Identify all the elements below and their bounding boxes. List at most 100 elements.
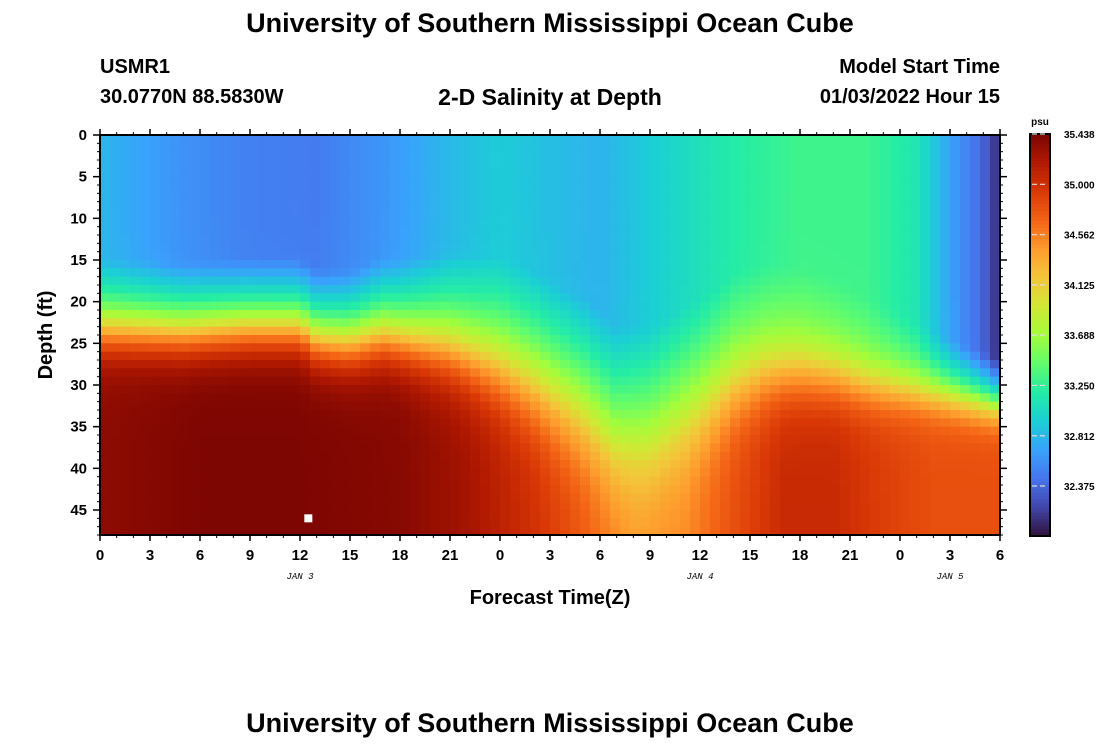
heatmap-cell bbox=[680, 376, 691, 386]
heatmap-cell bbox=[640, 510, 651, 519]
heatmap-cell bbox=[840, 310, 851, 319]
heatmap-cell bbox=[460, 318, 471, 328]
heatmap-cell bbox=[110, 443, 121, 453]
heatmap-cell bbox=[250, 301, 261, 311]
heatmap-cell bbox=[540, 435, 551, 444]
heatmap-cell bbox=[150, 393, 161, 403]
heatmap-cell bbox=[640, 176, 651, 186]
heatmap-cell bbox=[110, 310, 121, 319]
heatmap-cell bbox=[860, 201, 871, 211]
x-tick-label: 0 bbox=[496, 547, 504, 564]
heatmap-cell bbox=[780, 426, 791, 436]
heatmap-cell bbox=[420, 451, 431, 461]
heatmap-cell bbox=[290, 226, 301, 236]
heatmap-cell bbox=[260, 260, 271, 269]
heatmap-cell bbox=[810, 151, 821, 161]
heatmap-cell bbox=[350, 135, 361, 144]
heatmap-cell bbox=[600, 201, 611, 211]
heatmap-cell bbox=[490, 410, 501, 419]
heatmap-cell bbox=[310, 260, 321, 269]
heatmap-cell bbox=[640, 201, 651, 211]
heatmap-cell bbox=[330, 285, 341, 294]
heatmap-cell bbox=[230, 451, 241, 461]
heatmap-cell bbox=[950, 218, 961, 228]
heatmap-cell bbox=[100, 501, 111, 511]
heatmap-cell bbox=[760, 168, 771, 178]
heatmap-cell bbox=[310, 476, 321, 486]
heatmap-cell bbox=[690, 360, 701, 369]
heatmap-cell bbox=[910, 410, 921, 419]
heatmap-cell bbox=[930, 343, 941, 353]
heatmap-cell bbox=[910, 301, 921, 311]
heatmap-cell bbox=[420, 510, 431, 519]
heatmap-cell bbox=[840, 135, 851, 144]
colorbar-segment bbox=[1030, 402, 1050, 406]
x-tick-label: 0 bbox=[896, 547, 904, 564]
heatmap-cell bbox=[850, 251, 861, 261]
heatmap-cell bbox=[820, 476, 831, 486]
heatmap-cell bbox=[900, 401, 911, 411]
heatmap-cell bbox=[420, 468, 431, 478]
heatmap-cell bbox=[870, 326, 881, 336]
heatmap-cell bbox=[730, 343, 741, 353]
heatmap-cell bbox=[880, 293, 891, 303]
heatmap-cell bbox=[170, 301, 181, 311]
heatmap-cell bbox=[850, 226, 861, 236]
heatmap-cell bbox=[790, 451, 801, 461]
heatmap-cell bbox=[790, 418, 801, 428]
heatmap-cell bbox=[850, 268, 861, 278]
heatmap-cell bbox=[840, 243, 851, 253]
heatmap-cell bbox=[360, 343, 371, 353]
heatmap-cell bbox=[970, 160, 981, 169]
heatmap-cell bbox=[230, 501, 241, 511]
heatmap-cell bbox=[220, 510, 231, 519]
heatmap-cell bbox=[780, 418, 791, 428]
heatmap-cell bbox=[390, 343, 401, 353]
heatmap-cell bbox=[790, 218, 801, 228]
heatmap-cell bbox=[500, 326, 511, 336]
heatmap-cell bbox=[870, 460, 881, 469]
heatmap-cell bbox=[340, 326, 351, 336]
heatmap-cell bbox=[950, 410, 961, 419]
heatmap-cell bbox=[760, 210, 771, 219]
heatmap-cell bbox=[340, 268, 351, 278]
colorbar-segment bbox=[1030, 197, 1050, 202]
heatmap-cell bbox=[760, 293, 771, 303]
heatmap-cell bbox=[880, 435, 891, 444]
heatmap-cell bbox=[660, 510, 671, 519]
heatmap-cell bbox=[890, 285, 901, 294]
heatmap-cell bbox=[890, 310, 901, 319]
heatmap-cell bbox=[670, 176, 681, 186]
heatmap-cell bbox=[700, 168, 711, 178]
heatmap-cell bbox=[500, 460, 511, 469]
heatmap-cell bbox=[450, 235, 461, 244]
heatmap-cell bbox=[960, 451, 971, 461]
heatmap-cell bbox=[540, 401, 551, 411]
heatmap-cell bbox=[850, 301, 861, 311]
heatmap-cell bbox=[360, 451, 371, 461]
heatmap-cell bbox=[870, 243, 881, 253]
heatmap-cell bbox=[140, 501, 151, 511]
heatmap-cell bbox=[470, 510, 481, 519]
heatmap-cell bbox=[820, 285, 831, 294]
heatmap-cell bbox=[250, 243, 261, 253]
heatmap-cell bbox=[460, 201, 471, 211]
heatmap-cell bbox=[990, 468, 1001, 478]
heatmap-cell bbox=[230, 460, 241, 469]
heatmap-cell bbox=[250, 310, 261, 319]
heatmap-cell bbox=[600, 485, 611, 494]
heatmap-cell bbox=[420, 426, 431, 436]
heatmap-cell bbox=[770, 260, 781, 269]
heatmap-cell bbox=[240, 376, 251, 386]
heatmap-cell bbox=[590, 135, 601, 144]
heatmap-cell bbox=[630, 276, 641, 286]
heatmap-cell bbox=[690, 443, 701, 453]
heatmap-cell bbox=[170, 368, 181, 378]
heatmap-cell bbox=[260, 235, 271, 244]
heatmap-cell bbox=[550, 135, 561, 144]
heatmap-cell bbox=[300, 301, 311, 311]
heatmap-cell bbox=[390, 243, 401, 253]
heatmap-cell bbox=[870, 310, 881, 319]
heatmap-cell bbox=[870, 501, 881, 511]
heatmap-cell bbox=[520, 260, 531, 269]
